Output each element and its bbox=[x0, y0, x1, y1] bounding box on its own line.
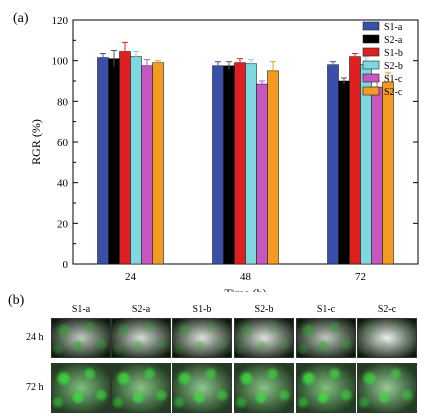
panel-b-label: (b) bbox=[8, 293, 25, 308]
y-tick-label: 0 bbox=[63, 259, 69, 271]
y-tick-label: 80 bbox=[57, 96, 69, 108]
micrograph-24h bbox=[111, 318, 171, 358]
bar bbox=[371, 86, 383, 265]
bar bbox=[223, 65, 235, 265]
micrograph-column-label: S2-b bbox=[254, 304, 274, 315]
x-axis-label: Time (h) bbox=[225, 286, 267, 292]
legend-label: S1-a bbox=[384, 22, 403, 33]
micrograph-24h bbox=[234, 318, 294, 358]
x-tick-label: 72 bbox=[355, 271, 366, 283]
legend-label: S1-b bbox=[384, 48, 403, 59]
micrograph-72h bbox=[234, 363, 294, 413]
micrograph-72h bbox=[296, 363, 356, 413]
x-tick-label: 24 bbox=[125, 271, 137, 283]
micrograph-column-label: S1-b bbox=[192, 304, 212, 315]
y-tick-label: 60 bbox=[57, 137, 69, 149]
y-axis-label: RGR (%) bbox=[29, 119, 43, 165]
legend-label: S2-a bbox=[384, 35, 403, 46]
bar bbox=[108, 58, 120, 265]
legend-swatch bbox=[362, 34, 380, 44]
bar bbox=[267, 70, 279, 265]
micrograph-72h bbox=[357, 363, 417, 413]
x-tick-label: 48 bbox=[240, 271, 252, 283]
micrograph-row-label: 72 h bbox=[26, 382, 44, 393]
bar bbox=[97, 57, 109, 265]
panel-a-label: (a) bbox=[13, 11, 29, 26]
rgr-bar-chart: (a) 0 20 40 60 80 100 120 RGR (%) Time (h) 24 48 72 S… bbox=[13, 11, 419, 292]
micrograph-24h bbox=[357, 318, 417, 358]
legend-swatch bbox=[362, 73, 380, 83]
bar bbox=[349, 56, 361, 265]
legend-label: S2-b bbox=[384, 61, 403, 72]
legend-label: S1-c bbox=[384, 74, 403, 85]
legend-swatch bbox=[362, 47, 380, 57]
micrograph-24h bbox=[172, 318, 232, 358]
micrograph-column-label: S2-a bbox=[131, 304, 151, 315]
micrograph-72h bbox=[51, 363, 111, 413]
bar bbox=[327, 64, 339, 265]
y-tick-label: 120 bbox=[52, 15, 69, 27]
bar bbox=[141, 65, 153, 265]
y-tick-label: 20 bbox=[57, 218, 69, 230]
y-tick-label: 100 bbox=[52, 56, 69, 68]
bar bbox=[212, 65, 224, 265]
bar bbox=[234, 62, 246, 265]
legend-swatch bbox=[362, 60, 380, 70]
y-tick-label: 40 bbox=[57, 178, 69, 190]
micrograph-column-label: S2-c bbox=[377, 304, 397, 315]
micrograph-72h bbox=[111, 363, 171, 413]
micrograph-row-label: 24 h bbox=[26, 332, 44, 343]
bar bbox=[245, 63, 257, 265]
bar bbox=[119, 51, 131, 265]
micrograph-72h bbox=[172, 363, 232, 413]
micrograph-24h bbox=[296, 318, 356, 358]
micrograph-24h bbox=[51, 318, 111, 358]
bar bbox=[382, 81, 394, 265]
legend-swatch bbox=[362, 86, 380, 96]
micrograph-column-label: S1-c bbox=[316, 304, 336, 315]
bar bbox=[152, 62, 164, 265]
legend-swatch bbox=[362, 21, 380, 31]
micrograph-column-label: S1-a bbox=[71, 304, 91, 315]
legend-label: S2-c bbox=[384, 87, 403, 98]
bar bbox=[338, 80, 350, 265]
bar bbox=[130, 56, 142, 265]
bar bbox=[256, 83, 268, 265]
